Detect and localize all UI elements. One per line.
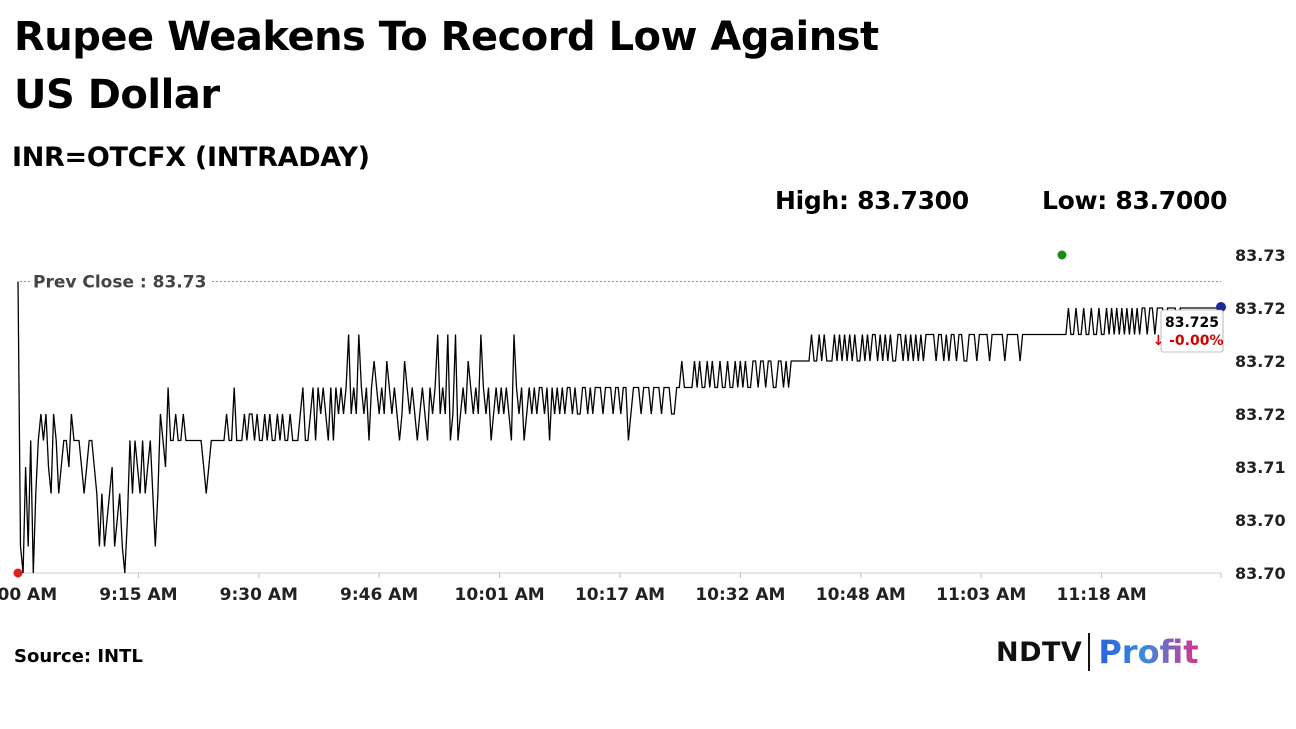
last-price-marker (1216, 302, 1226, 312)
price-series-line (17, 281, 1221, 574)
headline-title: Rupee Weakens To Record Low Against US D… (14, 14, 879, 118)
y-tick-label: 83.72 (1235, 352, 1286, 371)
high-marker (1057, 250, 1067, 260)
x-tick-label: 10:48 AM (816, 585, 906, 605)
ndtv-profit-logo: NDTV Profit (996, 630, 1199, 674)
y-tick-label: 83.71 (1235, 458, 1286, 477)
x-tick-label: 10:01 AM (455, 585, 545, 605)
chart-subtitle: INR=OTCFX (INTRADAY) (12, 142, 370, 173)
last-price-tooltip (1160, 309, 1224, 353)
y-tick-label: 83.72 (1235, 299, 1286, 318)
x-tick-label: 9:46 AM (340, 585, 418, 605)
high-stat: High: 83.7300 (775, 186, 969, 215)
x-tick-label: 11:18 AM (1057, 585, 1147, 605)
last-price-change: ↓ -0.00% (1153, 333, 1224, 349)
x-tick-label: 11:03 AM (936, 585, 1026, 605)
y-tick-label: 83.70 (1235, 511, 1286, 530)
y-tick-label: 83.70 (1235, 564, 1286, 583)
x-tick-label: 9:15 AM (99, 585, 177, 605)
logo-divider (1088, 633, 1091, 671)
x-tick-label: 10:17 AM (575, 585, 665, 605)
x-tick-label: 10:32 AM (695, 585, 785, 605)
prev-close-label: Prev Close : 83.73 (33, 273, 206, 293)
low-marker (13, 568, 23, 578)
logo-sub-text: Profit (1098, 633, 1199, 671)
last-price-value: 83.725 (1165, 315, 1219, 331)
source-note: Source: INTL (14, 646, 143, 667)
y-tick-label: 83.73 (1235, 246, 1286, 265)
y-tick-label: 83.72 (1235, 405, 1286, 424)
x-tick-label: 9:00 AM (0, 585, 57, 605)
low-stat: Low: 83.7000 (1042, 186, 1228, 215)
x-tick-label: 9:30 AM (220, 585, 298, 605)
logo-main-text: NDTV (996, 636, 1083, 668)
